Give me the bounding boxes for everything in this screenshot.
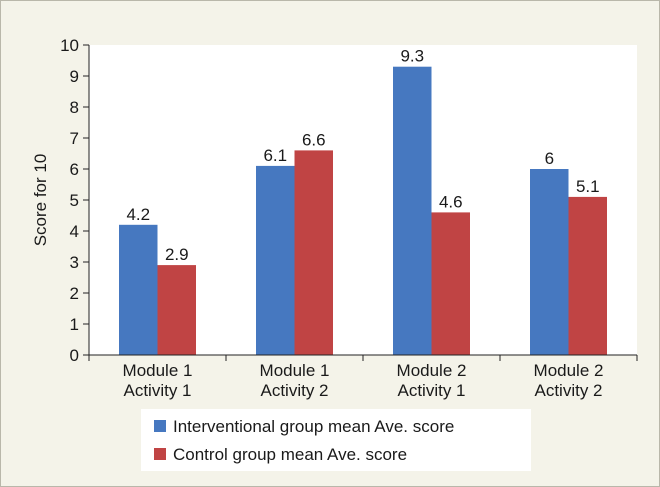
data-label-series-0-cat-3: 6 xyxy=(545,149,554,168)
legend: Interventional group mean Ave. score Con… xyxy=(141,409,531,471)
bar-series-1-cat-2 xyxy=(431,212,470,355)
data-label-series-0-cat-1: 6.1 xyxy=(263,146,287,165)
legend-swatch-interventional xyxy=(154,420,166,432)
y-tick-label: 5 xyxy=(70,191,79,210)
x-category-label: Activity 1 xyxy=(123,381,191,400)
y-tick-label: 0 xyxy=(70,346,79,365)
data-labels-group: 4.2 2.9 6.1 6.6 9.3 4.6 6 5.1 xyxy=(126,47,599,264)
bar-series-1-cat-1 xyxy=(294,150,333,355)
y-tick-label: 4 xyxy=(70,222,79,241)
legend-swatch-control xyxy=(154,448,166,460)
y-tick-label: 6 xyxy=(70,160,79,179)
x-category-label: Activity 1 xyxy=(397,381,465,400)
bar-series-0-cat-1 xyxy=(256,165,295,355)
y-tick-label: 8 xyxy=(70,98,79,117)
y-axis-title: Score for 10 xyxy=(31,154,50,247)
y-tick-label: 2 xyxy=(70,284,79,303)
legend-box xyxy=(141,409,531,471)
legend-label-control: Control group mean Ave. score xyxy=(173,445,407,464)
bar-series-0-cat-3 xyxy=(530,169,569,355)
x-category-label: Module 1 xyxy=(260,361,330,380)
y-tick-label: 1 xyxy=(70,315,79,334)
y-tick-label: 9 xyxy=(70,67,79,86)
y-tick-label: 7 xyxy=(70,129,79,148)
data-label-series-1-cat-2: 4.6 xyxy=(439,192,463,211)
data-label-series-1-cat-3: 5.1 xyxy=(576,177,600,196)
data-label-series-0-cat-0: 4.2 xyxy=(126,205,150,224)
x-category-label: Module 2 xyxy=(397,361,467,380)
data-label-series-1-cat-1: 6.6 xyxy=(302,130,326,149)
x-category-label: Activity 2 xyxy=(260,381,328,400)
x-category-label: Module 1 xyxy=(123,361,193,380)
bar-series-0-cat-0 xyxy=(119,224,158,355)
legend-label-interventional: Interventional group mean Ave. score xyxy=(173,417,454,436)
x-category-label: Module 2 xyxy=(534,361,604,380)
bar-series-1-cat-3 xyxy=(568,196,607,355)
x-category-label: Activity 2 xyxy=(534,381,602,400)
y-tick-label: 3 xyxy=(70,253,79,272)
data-label-series-1-cat-0: 2.9 xyxy=(165,245,189,264)
y-tick-label: 10 xyxy=(60,36,79,55)
y-axis: 0 1 2 3 4 5 6 7 8 9 10 xyxy=(60,36,90,365)
bar-series-0-cat-2 xyxy=(393,66,432,355)
data-label-series-0-cat-2: 9.3 xyxy=(400,47,424,66)
bars-group xyxy=(119,66,607,355)
bar-series-1-cat-0 xyxy=(157,265,196,355)
